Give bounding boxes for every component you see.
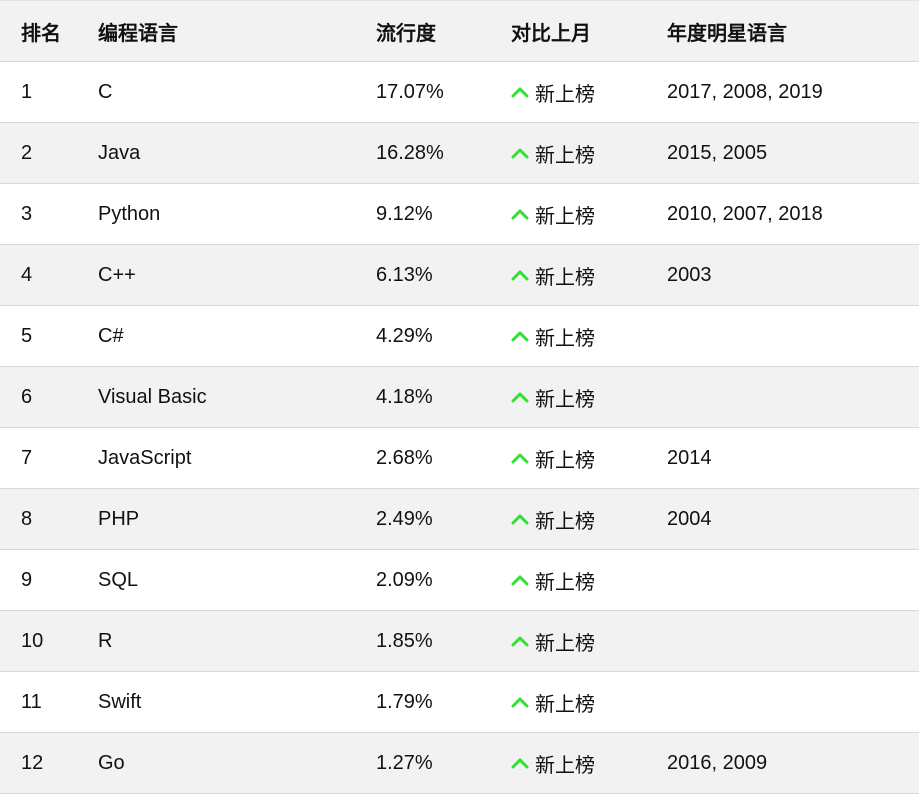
compare-cell: 新上榜 bbox=[511, 566, 667, 595]
table-row: 10 R 1.85% 新上榜 bbox=[0, 611, 919, 672]
rank-cell: 10 bbox=[21, 629, 44, 652]
star-years-cell: 2003 bbox=[667, 263, 712, 286]
header-popularity: 流行度 bbox=[376, 22, 436, 45]
rank-cell: 12 bbox=[21, 751, 44, 774]
up-arrow-icon bbox=[511, 697, 529, 708]
compare-cell: 新上榜 bbox=[511, 261, 667, 290]
table-row: 5 C# 4.29% 新上榜 bbox=[0, 306, 919, 367]
rank-cell: 9 bbox=[21, 568, 33, 591]
popularity-cell: 2.68% bbox=[376, 446, 433, 469]
compare-cell: 新上榜 bbox=[511, 383, 667, 412]
compare-label: 新上榜 bbox=[535, 510, 595, 533]
up-arrow-icon bbox=[511, 331, 529, 342]
compare-label: 新上榜 bbox=[535, 327, 595, 350]
compare-cell: 新上榜 bbox=[511, 444, 667, 473]
table-row: 6 Visual Basic 4.18% 新上榜 bbox=[0, 367, 919, 428]
up-arrow-icon bbox=[511, 575, 529, 586]
rank-cell: 1 bbox=[21, 80, 33, 103]
language-cell: C bbox=[98, 80, 113, 103]
compare-label: 新上榜 bbox=[535, 754, 595, 777]
language-cell: Java bbox=[98, 141, 141, 164]
rank-cell: 8 bbox=[21, 507, 33, 530]
star-years-cell: 2014 bbox=[667, 446, 712, 469]
compare-cell: 新上榜 bbox=[511, 322, 667, 351]
popularity-cell: 4.29% bbox=[376, 324, 433, 347]
popularity-cell: 16.28% bbox=[376, 141, 444, 164]
up-arrow-icon bbox=[511, 270, 529, 281]
language-cell: SQL bbox=[98, 568, 139, 591]
rank-cell: 4 bbox=[21, 263, 33, 286]
compare-label: 新上榜 bbox=[535, 266, 595, 289]
compare-cell: 新上榜 bbox=[511, 139, 667, 168]
table-row: 12 Go 1.27% 新上榜 2016, 2009 bbox=[0, 733, 919, 794]
compare-label: 新上榜 bbox=[535, 449, 595, 472]
language-cell: R bbox=[98, 629, 113, 652]
up-arrow-icon bbox=[511, 87, 529, 98]
compare-label: 新上榜 bbox=[535, 83, 595, 106]
table-body: 1 C 17.07% 新上榜 2017, 2008, 2019 2 Java 16.28% 新上… bbox=[0, 62, 919, 794]
popularity-cell: 1.85% bbox=[376, 629, 433, 652]
popularity-cell: 1.79% bbox=[376, 690, 433, 713]
up-arrow-icon bbox=[511, 514, 529, 525]
table-header: 排名 编程语言 流行度 对比上月 年度明星语言 bbox=[0, 1, 919, 62]
compare-cell: 新上榜 bbox=[511, 627, 667, 656]
star-years-cell: 2004 bbox=[667, 507, 712, 530]
popularity-cell: 6.13% bbox=[376, 263, 433, 286]
header-rank: 排名 bbox=[21, 22, 61, 45]
language-cell: JavaScript bbox=[98, 446, 192, 469]
table-row: 9 SQL 2.09% 新上榜 bbox=[0, 550, 919, 611]
table-row: 2 Java 16.28% 新上榜 2015, 2005 bbox=[0, 123, 919, 184]
table-row: 7 JavaScript 2.68% 新上榜 2014 bbox=[0, 428, 919, 489]
rank-cell: 7 bbox=[21, 446, 33, 469]
popularity-cell: 9.12% bbox=[376, 202, 433, 225]
language-cell: PHP bbox=[98, 507, 140, 530]
language-cell: C# bbox=[98, 324, 124, 347]
rank-cell: 6 bbox=[21, 385, 33, 408]
header-star-years: 年度明星语言 bbox=[667, 22, 787, 45]
language-cell: Visual Basic bbox=[98, 385, 207, 408]
table-row: 1 C 17.07% 新上榜 2017, 2008, 2019 bbox=[0, 62, 919, 123]
popularity-cell: 2.09% bbox=[376, 568, 433, 591]
star-years-cell: 2010, 2007, 2018 bbox=[667, 202, 823, 225]
up-arrow-icon bbox=[511, 453, 529, 464]
compare-label: 新上榜 bbox=[535, 144, 595, 167]
header-language: 编程语言 bbox=[98, 22, 178, 45]
rank-cell: 11 bbox=[21, 690, 42, 713]
table-row: 11 Swift 1.79% 新上榜 bbox=[0, 672, 919, 733]
compare-label: 新上榜 bbox=[535, 632, 595, 655]
compare-label: 新上榜 bbox=[535, 205, 595, 228]
header-compare: 对比上月 bbox=[511, 22, 591, 45]
compare-label: 新上榜 bbox=[535, 693, 595, 716]
popularity-cell: 17.07% bbox=[376, 80, 444, 103]
rank-cell: 3 bbox=[21, 202, 33, 225]
language-cell: Python bbox=[98, 202, 161, 225]
star-years-cell: 2017, 2008, 2019 bbox=[667, 80, 823, 103]
compare-cell: 新上榜 bbox=[511, 505, 667, 534]
star-years-cell: 2016, 2009 bbox=[667, 751, 768, 774]
rank-cell: 5 bbox=[21, 324, 33, 347]
popularity-cell: 1.27% bbox=[376, 751, 433, 774]
compare-cell: 新上榜 bbox=[511, 749, 667, 778]
table-row: 4 C++ 6.13% 新上榜 2003 bbox=[0, 245, 919, 306]
up-arrow-icon bbox=[511, 392, 529, 403]
compare-label: 新上榜 bbox=[535, 571, 595, 594]
popularity-cell: 2.49% bbox=[376, 507, 433, 530]
compare-cell: 新上榜 bbox=[511, 688, 667, 717]
up-arrow-icon bbox=[511, 209, 529, 220]
compare-label: 新上榜 bbox=[535, 388, 595, 411]
compare-cell: 新上榜 bbox=[511, 200, 667, 229]
up-arrow-icon bbox=[511, 636, 529, 647]
language-cell: C++ bbox=[98, 263, 136, 286]
popularity-cell: 4.18% bbox=[376, 385, 433, 408]
up-arrow-icon bbox=[511, 758, 529, 769]
language-cell: Swift bbox=[98, 690, 142, 713]
star-years-cell: 2015, 2005 bbox=[667, 141, 768, 164]
table-row: 3 Python 9.12% 新上榜 2010, 2007, 2018 bbox=[0, 184, 919, 245]
compare-cell: 新上榜 bbox=[511, 78, 667, 107]
up-arrow-icon bbox=[511, 148, 529, 159]
language-cell: Go bbox=[98, 751, 125, 774]
rank-cell: 2 bbox=[21, 141, 33, 164]
table-row: 8 PHP 2.49% 新上榜 2004 bbox=[0, 489, 919, 550]
